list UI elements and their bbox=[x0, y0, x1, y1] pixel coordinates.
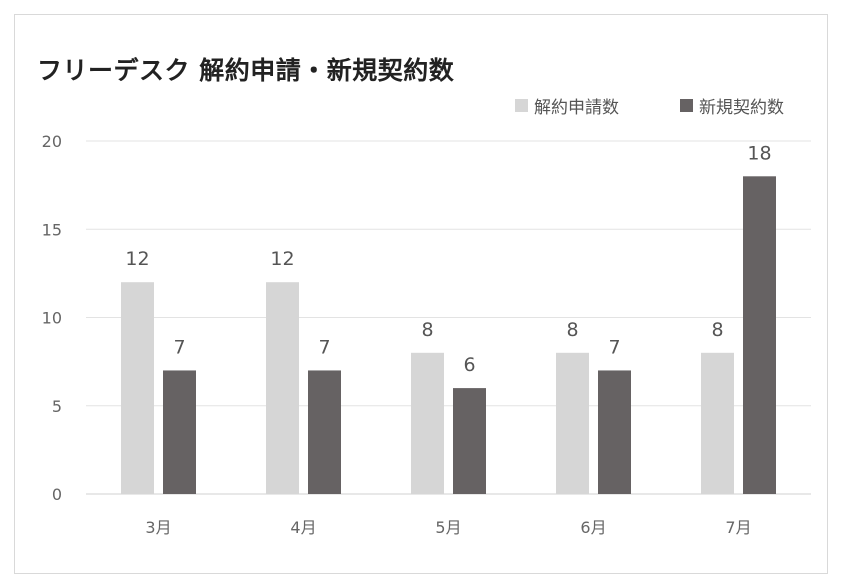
bar-series-1 bbox=[266, 282, 299, 494]
bar-series-1 bbox=[556, 352, 589, 494]
y-tick-label: 15 bbox=[42, 220, 62, 239]
bar-series-2 bbox=[743, 176, 776, 495]
legend-label-series-2: 新規契約数 bbox=[699, 98, 784, 118]
y-tick-label: 5 bbox=[52, 397, 62, 416]
legend-item-series-2: 新規契約数 bbox=[680, 93, 784, 118]
bar-series-2 bbox=[453, 388, 486, 494]
bar-series-2 bbox=[598, 370, 631, 494]
data-label: 6 bbox=[463, 354, 475, 376]
x-tick-label: 6月 bbox=[580, 518, 606, 537]
y-tick-label: 0 bbox=[52, 485, 62, 504]
legend-item-series-1: 解約申請数 bbox=[515, 93, 619, 118]
bar-series-1 bbox=[701, 352, 734, 494]
data-label: 8 bbox=[711, 319, 723, 341]
y-tick-label: 10 bbox=[42, 309, 62, 328]
bar-series-1 bbox=[121, 282, 154, 494]
data-label: 18 bbox=[747, 142, 771, 164]
x-tick-label: 3月 bbox=[145, 518, 171, 537]
bar-series-1 bbox=[411, 352, 444, 494]
data-label: 7 bbox=[173, 336, 185, 358]
legend-swatch-series-2 bbox=[680, 99, 693, 112]
legend-label-series-1: 解約申請数 bbox=[534, 98, 619, 118]
bar-chart: 0 5 10 15 20 12 7 3月 12 7 4月 8 6 5月 8 7 6月 8 18 7月 bbox=[42, 132, 811, 537]
bar-series-2 bbox=[163, 370, 196, 494]
data-label: 7 bbox=[608, 336, 620, 358]
legend-swatch-series-1 bbox=[515, 99, 528, 112]
data-label: 12 bbox=[270, 248, 294, 270]
chart-legend: 解約申請数 新規契約数 bbox=[515, 93, 827, 118]
data-label: 7 bbox=[318, 336, 330, 358]
bar-series-2 bbox=[308, 370, 341, 494]
chart-title: フリーデスク 解約申請・新規契約数 bbox=[37, 56, 455, 85]
data-label: 8 bbox=[421, 319, 433, 341]
y-tick-label: 20 bbox=[42, 132, 62, 151]
data-label: 8 bbox=[566, 319, 578, 341]
x-tick-label: 5月 bbox=[435, 518, 461, 537]
data-label: 12 bbox=[125, 248, 149, 270]
x-tick-label: 7月 bbox=[725, 518, 751, 537]
chart-frame: フリーデスク 解約申請・新規契約数 解約申請数 新規契約数 0 5 10 15 20 12… bbox=[14, 14, 828, 574]
x-tick-label: 4月 bbox=[290, 518, 316, 537]
